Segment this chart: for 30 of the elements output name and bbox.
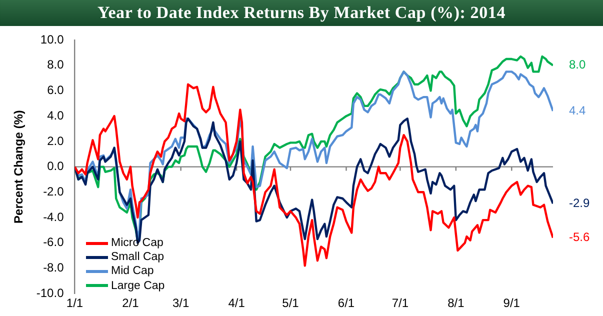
- y-tick-label: 4.0: [47, 108, 64, 122]
- y-tick-label: 8.0: [47, 58, 64, 72]
- annotation: -5.6: [569, 230, 590, 244]
- annotation: 4.4: [569, 103, 586, 118]
- legend-label: Small Cap: [110, 250, 165, 264]
- y-tick-label: 0.0: [47, 159, 64, 174]
- y-tick-label: 10.0: [40, 32, 64, 46]
- y-tick-label: -2.0: [43, 184, 64, 198]
- annotation: -2.9: [569, 196, 590, 210]
- x-tick-label: 6/1: [338, 296, 355, 310]
- legend-label: Micro Cap: [110, 236, 164, 250]
- x-tick-label: 8/1: [448, 296, 465, 310]
- x-tick-label: 9/1: [503, 296, 520, 310]
- chart-title: Year to Date Index Returns By Market Cap (%): 2014: [0, 0, 603, 26]
- y-tick-label: -6.0: [43, 235, 64, 250]
- x-tick-label: 1/1: [66, 296, 84, 310]
- y-tick-label: 2.0: [47, 134, 64, 148]
- x-tick-label: 2/1: [122, 296, 140, 310]
- x-tick-label: 3/1: [172, 296, 190, 310]
- y-tick-label: -10.0: [36, 286, 64, 300]
- y-tick-label: 6.0: [47, 83, 64, 98]
- legend-label: Mid Cap: [110, 264, 155, 279]
- annotation: 8.0: [569, 58, 586, 72]
- legend-label: Large Cap: [110, 278, 165, 293]
- y-tick-label: -4.0: [43, 210, 64, 224]
- x-tick-label: 7/1: [392, 296, 409, 310]
- y-axis-title: Percent Change (%): [12, 110, 26, 224]
- y-tick-label: -8.0: [43, 260, 64, 275]
- x-tick-label: 4/1: [228, 296, 246, 310]
- x-tick-label: 5/1: [282, 296, 300, 310]
